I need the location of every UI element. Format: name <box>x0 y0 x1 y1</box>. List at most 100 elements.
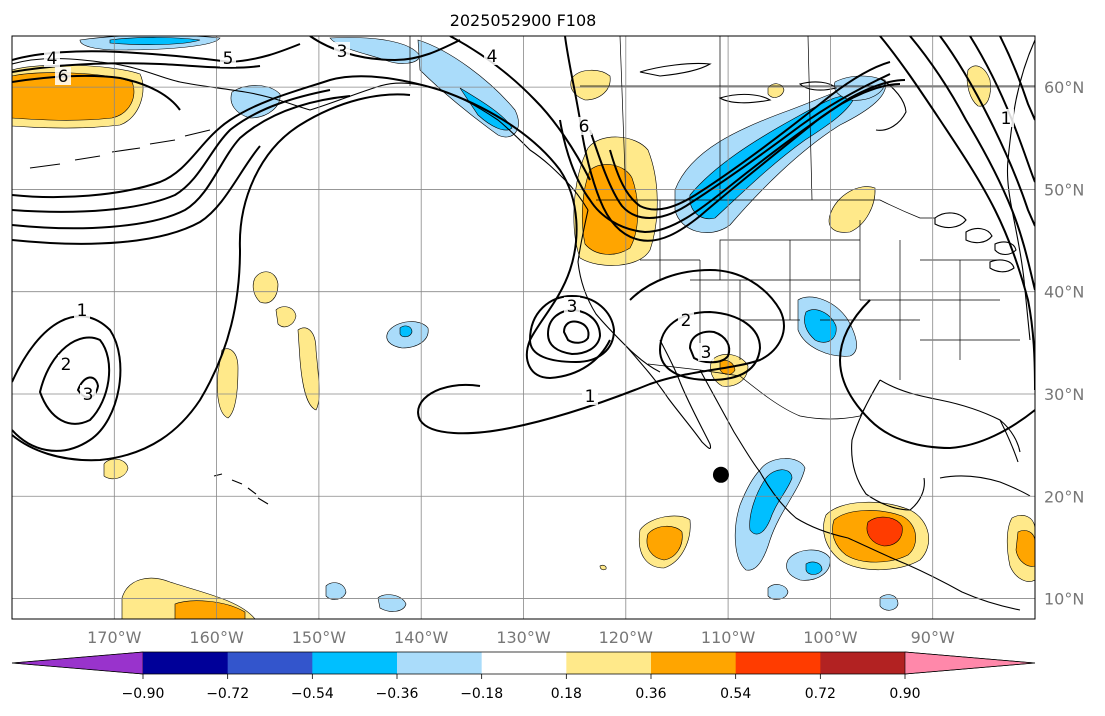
latitude-label: 10°N <box>1044 590 1084 609</box>
contour-label-bg <box>698 343 714 361</box>
anomaly-negative-bering-core <box>109 37 201 45</box>
contour-label-bg <box>44 49 60 67</box>
colorbar-tick-label: 0.18 <box>551 686 582 702</box>
contour-alaska-4 <box>12 145 261 245</box>
gulf-of-mexico-coast <box>851 379 1021 511</box>
anomaly-positive-pac-b <box>275 306 297 328</box>
latitude-labels: 60°N 50°N 40°N 30°N 20°N 10°N <box>1044 78 1084 608</box>
alaska-coast <box>12 57 589 211</box>
canada-arctic-coast <box>639 62 838 104</box>
colorbar-tick-label: −0.54 <box>291 686 334 702</box>
contour-6-nw <box>12 74 181 111</box>
longitude-label: 140°W <box>394 628 449 647</box>
anomaly-positive-yukon <box>570 69 611 101</box>
contour-alaska-3 <box>12 95 351 230</box>
contour-trough-b <box>589 73 891 219</box>
colorbar-tick-labels: −0.90 −0.72 −0.54 −0.36 −0.18 0.18 0.36 0.54 0.7… <box>122 686 921 702</box>
contour-1-central <box>417 268 785 435</box>
colorbar <box>11 651 1036 679</box>
colorbar-segment <box>820 652 906 674</box>
colorbar-tick-label: −0.72 <box>206 686 249 702</box>
us-west-coast <box>577 209 661 373</box>
map-frame <box>11 35 1036 620</box>
contour-label: 6 <box>579 117 590 137</box>
anomaly-negative-east-pac-a-core <box>805 561 823 575</box>
colorbar-segment <box>481 652 567 674</box>
contour-alaska-1 <box>12 75 611 380</box>
anomaly-negative-east-pac-c <box>879 594 899 611</box>
contour-4-north <box>449 36 591 181</box>
contour-label: 3 <box>83 385 94 405</box>
contour-3-north <box>309 36 461 62</box>
colorbar-tick-label: 0.54 <box>720 686 751 702</box>
contour-2-west <box>38 336 111 425</box>
colorbar-segment <box>312 652 398 674</box>
contour-label: 3 <box>337 42 348 62</box>
contour-label: 5 <box>223 49 234 69</box>
contour-2-low <box>528 294 616 364</box>
colorbar-tick-label: −0.18 <box>460 686 503 702</box>
cuba <box>939 475 1031 497</box>
contour-east-b <box>909 36 1035 291</box>
colorbar-tick-label: 0.72 <box>805 686 836 702</box>
anomaly-positive-plains <box>828 186 876 233</box>
contour-label: 1 <box>77 301 88 321</box>
contour-east-c <box>939 36 1035 227</box>
hawaii-islands <box>213 473 269 505</box>
anomaly-positive-south-pac-core <box>174 600 246 619</box>
anomaly-positive-pac-a <box>252 271 279 304</box>
longitude-label: 120°W <box>599 628 654 647</box>
contour-label: 2 <box>681 311 692 331</box>
colorbar-high-arrow <box>904 651 1036 675</box>
longitude-label: 170°W <box>87 628 142 647</box>
contour-trough-a <box>559 79 906 234</box>
contour-label-bg <box>576 117 592 135</box>
colorbar-tick-label: −0.36 <box>376 686 419 702</box>
contour-label-bg <box>998 109 1014 127</box>
latitude-label: 60°N <box>1044 78 1084 97</box>
colorbar-segment <box>397 652 483 674</box>
contour-label-bg <box>564 297 580 315</box>
contour-label-bg <box>582 387 598 405</box>
contour-label-bg <box>74 301 90 319</box>
longitude-label: 130°W <box>496 628 551 647</box>
longitude-label: 90°W <box>911 628 955 647</box>
great-lakes <box>934 212 1017 273</box>
longitude-label: 160°W <box>189 628 244 647</box>
coastlines <box>12 39 1035 611</box>
colorbar-segment <box>735 652 821 674</box>
latitude-label: 40°N <box>1044 283 1084 302</box>
aleutian-islands <box>29 129 211 169</box>
contour-3-low <box>546 308 602 356</box>
anomaly-negative-nw-strip <box>329 37 421 64</box>
anomaly-positive-tiny <box>599 564 607 571</box>
contour-3-central <box>688 330 731 364</box>
anomaly-negative-pac-e-core <box>399 325 413 338</box>
baja-peninsula <box>625 339 712 450</box>
longitude-label: 110°W <box>701 628 756 647</box>
contour-1-west <box>12 93 411 462</box>
contour-label: 2 <box>61 355 72 375</box>
contour-alaska-2 <box>12 89 331 213</box>
latitude-label: 30°N <box>1044 385 1084 404</box>
contour-label-bg <box>334 42 350 60</box>
anomaly-positive-pacific-nw-core <box>581 164 639 255</box>
contour-label: 4 <box>487 47 498 67</box>
contour-label-bg <box>484 47 500 65</box>
lat-lon-grid <box>12 36 1035 619</box>
contour-label-bg <box>678 311 694 329</box>
colorbar-segment <box>566 652 652 674</box>
contour-trough-c <box>609 61 891 211</box>
contour-label-bg <box>80 385 96 403</box>
contour-label: 3 <box>567 297 578 317</box>
anomaly-positive-pac-c <box>217 348 239 419</box>
anomaly-negative-alaska <box>230 85 281 119</box>
contour-east-e <box>999 36 1035 121</box>
colorbar-tick-label: −0.90 <box>122 686 165 702</box>
colorbar-tick-label: 0.90 <box>889 686 920 702</box>
colorbar-low-arrow <box>11 651 144 675</box>
florida <box>999 419 1019 463</box>
